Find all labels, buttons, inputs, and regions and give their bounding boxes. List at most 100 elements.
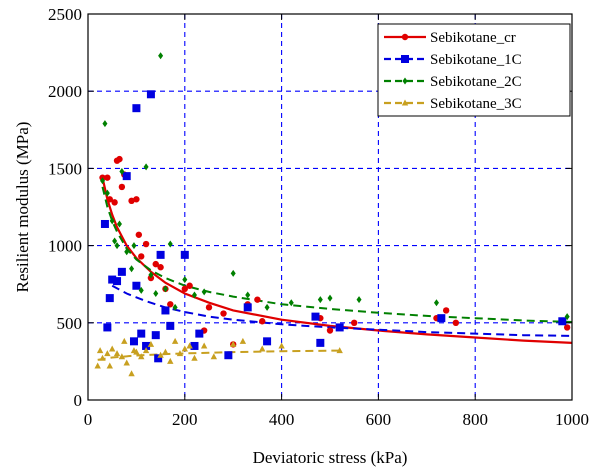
legend-item-sebikotane-cr: Sebikotane_cr	[384, 30, 516, 46]
data-point-sebikotane-1c	[122, 172, 131, 181]
data-point-sebikotane-cr	[111, 199, 118, 206]
legend-marker-sebikotane-3c	[401, 99, 409, 106]
data-point-sebikotane-3c	[171, 337, 179, 344]
legend-marker-sebikotane-1c	[401, 55, 409, 63]
data-point-sebikotane-cr	[142, 240, 150, 248]
data-point-sebikotane-2c	[131, 242, 137, 250]
data-point-sebikotane-1c	[437, 314, 446, 323]
data-point-sebikotane-2c	[119, 167, 125, 175]
data-point-sebikotane-3c	[104, 350, 111, 357]
data-point-sebikotane-1c	[335, 323, 344, 332]
data-point-sebikotane-2c	[162, 285, 168, 293]
data-point-sebikotane-cr	[133, 196, 140, 203]
data-point-sebikotane-cr	[181, 285, 188, 293]
fit-line-sebikotane-3c	[97, 349, 340, 361]
x-tick-label-400: 400	[269, 410, 295, 429]
data-point-sebikotane-2c	[201, 288, 207, 296]
data-point-sebikotane-3c	[142, 347, 150, 354]
data-point-sebikotane-cr	[135, 231, 143, 238]
data-point-sebikotane-cr	[259, 318, 266, 325]
legend-label-sebikotane-1c: Sebikotane_1C	[430, 52, 522, 68]
legend: Sebikotane_cr Sebikotane_1C Sebikotane_2C S…	[377, 23, 571, 117]
data-point-sebikotane-3c	[94, 362, 101, 369]
data-point-sebikotane-1c	[161, 306, 170, 315]
data-point-sebikotane-cr	[563, 324, 571, 331]
data-point-sebikotane-3c	[336, 347, 343, 354]
data-point-sebikotane-3c	[96, 347, 104, 354]
data-point-sebikotane-3c	[230, 340, 237, 347]
series-sebikotane-cr-points	[99, 155, 571, 348]
data-points	[94, 52, 571, 377]
y-tick-label-0: 0	[74, 391, 83, 410]
data-point-sebikotane-3c	[157, 351, 164, 358]
legend-items: Sebikotane_cr Sebikotane_1C Sebikotane_2C S…	[384, 30, 522, 112]
legend-item-sebikotane-1c: Sebikotane_1C	[384, 52, 522, 68]
data-point-sebikotane-cr	[351, 319, 358, 326]
data-point-sebikotane-3c	[106, 362, 113, 369]
data-point-sebikotane-1c	[316, 338, 325, 347]
x-axis-title: Deviatoric stress (kPa)	[253, 448, 408, 467]
data-point-sebikotane-1c	[137, 329, 146, 338]
data-point-sebikotane-2c	[124, 248, 130, 256]
fit-lines	[97, 177, 573, 361]
data-point-sebikotane-1c	[243, 303, 252, 312]
fit-line-sebikotane-1c	[111, 284, 573, 337]
legend-marker-sebikotane-2c	[402, 77, 408, 85]
data-point-sebikotane-3c	[210, 353, 218, 360]
data-point-sebikotane-3c	[121, 337, 128, 344]
data-point-sebikotane-1c	[105, 294, 114, 303]
y-tick-label-1500: 1500	[48, 159, 82, 178]
data-point-sebikotane-3c	[176, 350, 184, 357]
data-point-sebikotane-2c	[104, 189, 110, 197]
series-sebikotane-3c-points	[94, 337, 343, 377]
data-point-sebikotane-2c	[100, 177, 106, 185]
data-point-sebikotane-3c	[186, 342, 193, 349]
legend-marker-sebikotane-cr	[401, 33, 409, 41]
data-point-sebikotane-cr	[442, 307, 450, 314]
data-point-sebikotane-3c	[191, 354, 198, 361]
data-point-sebikotane-3c	[278, 342, 285, 349]
data-point-sebikotane-1c	[190, 341, 199, 350]
data-point-sebikotane-2c	[288, 299, 294, 307]
data-point-sebikotane-2c	[116, 220, 122, 228]
data-point-sebikotane-cr	[118, 183, 126, 191]
data-point-sebikotane-2c	[317, 296, 323, 304]
data-point-sebikotane-cr	[157, 264, 164, 271]
data-point-sebikotane-3c	[239, 337, 247, 344]
data-point-sebikotane-2c	[143, 163, 149, 171]
data-point-sebikotane-1c	[195, 329, 204, 338]
data-point-sebikotane-1c	[142, 341, 151, 350]
data-point-sebikotane-1c	[108, 275, 117, 284]
x-tick-label-600: 600	[366, 410, 392, 429]
data-point-sebikotane-1c	[129, 337, 138, 346]
data-point-sebikotane-2c	[112, 237, 118, 245]
data-point-sebikotane-3c	[167, 357, 174, 364]
data-point-sebikotane-2c	[172, 303, 178, 311]
data-point-sebikotane-3c	[113, 350, 121, 357]
data-point-sebikotane-cr	[326, 327, 334, 334]
data-point-sebikotane-2c	[245, 291, 251, 299]
data-point-sebikotane-cr	[106, 196, 113, 203]
data-point-sebikotane-2c	[129, 265, 135, 273]
data-point-sebikotane-1c	[132, 104, 141, 113]
data-point-sebikotane-3c	[200, 342, 208, 349]
data-point-sebikotane-3c	[162, 348, 169, 355]
data-point-sebikotane-2c	[153, 289, 159, 297]
data-point-sebikotane-cr	[128, 197, 135, 205]
x-tick-label-0: 0	[84, 410, 93, 429]
data-point-sebikotane-1c	[132, 281, 141, 290]
data-point-sebikotane-2c	[102, 120, 108, 128]
y-tick-label-1000: 1000	[48, 237, 82, 256]
x-tick-label-200: 200	[172, 410, 198, 429]
series-sebikotane-2c-points	[100, 52, 570, 321]
legend-label-sebikotane-2c: Sebikotane_2C	[430, 74, 522, 90]
legend-item-sebikotane-2c: Sebikotane_2C	[384, 74, 522, 90]
y-tick-label-2000: 2000	[48, 82, 82, 101]
data-point-sebikotane-3c	[147, 340, 155, 347]
data-point-sebikotane-1c	[224, 351, 233, 360]
data-point-sebikotane-3c	[133, 348, 140, 355]
data-point-sebikotane-2c	[138, 286, 144, 294]
data-point-sebikotane-2c	[327, 294, 333, 302]
data-point-sebikotane-1c	[558, 317, 567, 326]
data-point-sebikotane-cr	[167, 301, 174, 308]
